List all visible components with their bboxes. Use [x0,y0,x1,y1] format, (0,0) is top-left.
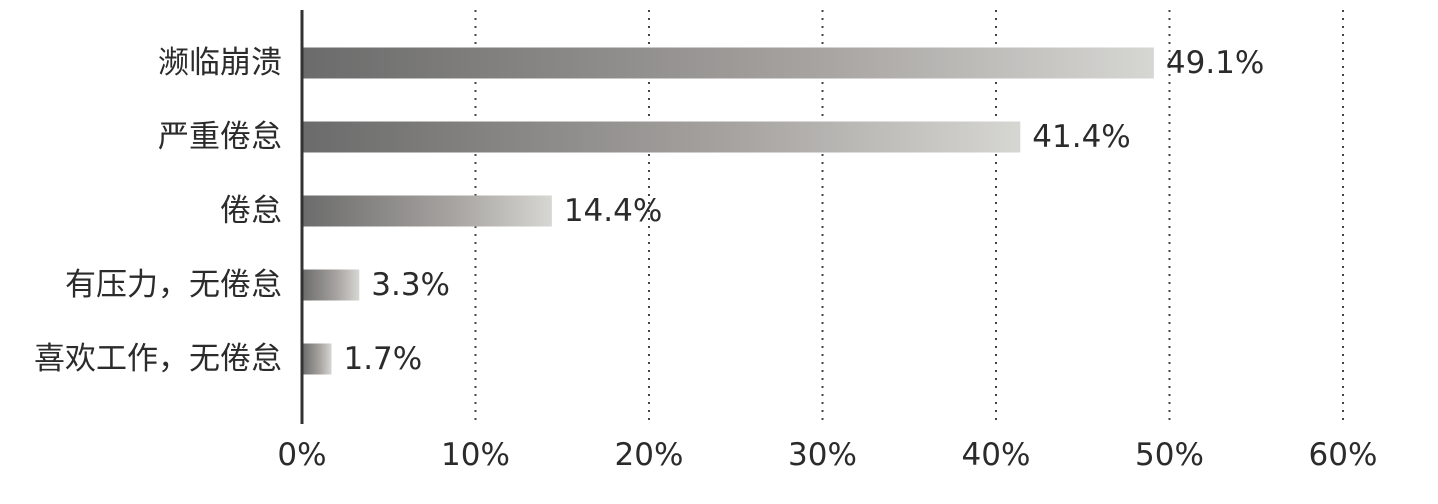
x-tick-label-10: 10% [441,437,510,473]
category-label-2: 倦怠 [220,193,282,229]
grid-lines [474,10,1344,424]
x-tick-label-30: 30% [788,437,857,473]
category-label-3: 有压力，无倦怠 [65,267,282,303]
x-tick-label-60: 60% [1309,437,1378,473]
value-label-0: 49.1% [1166,45,1264,81]
value-label-3: 3.3% [371,267,450,303]
category-label-4: 喜欢工作，无倦怠 [34,341,282,377]
category-label-0: 濒临崩溃 [158,45,282,81]
category-label-1: 严重倦怠 [158,119,282,155]
x-tick-label-50: 50% [1135,437,1204,473]
x-tick-label-0: 0% [277,437,326,473]
value-label-1: 41.4% [1032,119,1130,155]
bar-2 [302,195,552,227]
bar-4 [302,343,332,375]
value-label-4: 1.7% [343,341,422,377]
x-tick-label-20: 20% [615,437,684,473]
value-label-2: 14.4% [564,193,662,229]
bar-1 [302,121,1021,153]
labels: 49.1% 濒临崩溃 41.4% 严重倦怠 14.4% 倦怠 3.3% 有压力，无倦怠 1.7%… [34,45,1377,473]
bar-3 [302,269,360,301]
bar-0 [302,47,1154,79]
bars [302,47,1154,375]
x-tick-label-40: 40% [962,437,1031,473]
